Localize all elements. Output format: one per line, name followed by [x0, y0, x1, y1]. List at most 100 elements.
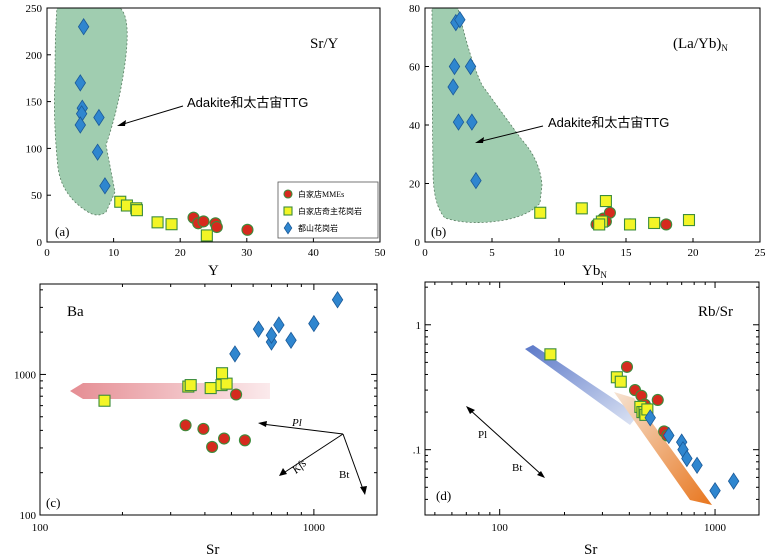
x-tick-label: 20 [175, 247, 187, 259]
y-tick-label: 50 [31, 190, 43, 202]
adakite-ttg-field [431, 7, 543, 223]
panel-title: Ba [67, 304, 84, 320]
dushan-point [454, 10, 466, 29]
y-tick-label: 200 [26, 50, 43, 62]
y-tick-label: 20 [409, 179, 421, 191]
x-tick-label: 25 [755, 247, 767, 259]
mme-point [179, 419, 192, 432]
dushan-point [681, 449, 693, 468]
trend-band-blue [525, 345, 638, 425]
granite-point [575, 202, 588, 215]
marks [98, 291, 344, 453]
dushan-point [74, 116, 87, 134]
panel-label: (b) [431, 224, 446, 239]
plot-frame [424, 281, 760, 516]
mme-point [197, 215, 210, 228]
dushan-point [229, 345, 241, 363]
dushan-point [691, 456, 703, 474]
y-tick-label: 40 [409, 120, 421, 132]
arrowhead [537, 471, 545, 478]
x-axis: 0 10 20 30 40 50 [44, 238, 386, 259]
x-tick-label: 20 [688, 247, 700, 259]
granite-point [599, 195, 612, 208]
mineral-vectors [468, 408, 544, 477]
dushan-point [464, 57, 477, 76]
vector-pl [468, 408, 544, 477]
y-tick-label: 1000 [14, 369, 37, 381]
dushan-point [308, 314, 320, 333]
field-annotation: Adakite和太古宙TTG [187, 95, 308, 110]
y-tick-label: 150 [26, 97, 43, 109]
dushan-point [644, 409, 656, 427]
annotation-arrowhead [117, 120, 126, 126]
mme-point [206, 440, 219, 453]
dushan-point [273, 316, 285, 334]
marks [447, 10, 696, 231]
granite-point [130, 204, 143, 217]
mme-point [210, 220, 223, 234]
x-tick-label: 30 [241, 247, 253, 259]
x-tick-label: 1000 [704, 522, 727, 534]
dushan-point [93, 108, 105, 127]
mme-point [218, 432, 231, 445]
x-tick-label: 100 [491, 522, 508, 534]
x-tick-label: 0 [422, 247, 428, 259]
panel-title: Rb/Sr [698, 304, 733, 320]
granite-point [215, 367, 229, 380]
x-axis: 100 1000 [434, 282, 727, 534]
vector-kfs [281, 433, 344, 475]
title-subscript: N [721, 43, 728, 53]
granite-point [648, 216, 661, 230]
x-axis-label: Sr [206, 542, 219, 558]
xlabel-subscript: N [600, 270, 607, 280]
panel-title: (La/Yb)N [673, 36, 728, 53]
dushan-point [331, 291, 344, 309]
y-tick-label: 0 [415, 237, 421, 249]
dushan-point [74, 74, 87, 92]
mineral-vectors [261, 423, 365, 493]
granite-point [200, 229, 213, 242]
legend-marker [283, 221, 293, 235]
legend-marker [283, 189, 293, 199]
granite-point [98, 394, 111, 407]
x-tick-label: 0 [44, 247, 50, 259]
dushan-point [470, 171, 482, 190]
granite-point [593, 218, 606, 231]
vector-label-kfs: Kfs [289, 457, 309, 476]
panel-d: 100 1000 .1 1 Rb/Sr (d) Sr Pl Bt [413, 281, 760, 558]
x-tick-label: 50 [375, 247, 387, 259]
panel-title: Sr/Y [310, 36, 339, 52]
dushan-point [709, 481, 721, 500]
vector-label-pl: Pl [478, 429, 487, 441]
x-tick-label: 1000 [303, 522, 326, 534]
x-axis: 100 1000 [32, 284, 326, 534]
panel-label: (d) [436, 488, 451, 503]
x-tick-label: 100 [32, 522, 49, 534]
dushan-point [452, 113, 465, 131]
dushan-point [252, 320, 265, 338]
y-axis: 100 1000 [14, 289, 377, 522]
granite-point [165, 218, 178, 231]
marks [74, 18, 254, 242]
y-axis: .1 1 [413, 286, 759, 516]
x-tick-label: 15 [621, 247, 633, 259]
dushan-point [91, 143, 104, 161]
legend-label: 白家店MMEs [298, 189, 344, 199]
legend-label: 都山花岗岩 [298, 223, 338, 233]
granite-point [544, 348, 557, 361]
vector-bt [342, 433, 365, 493]
mme-point [241, 223, 254, 236]
legend-label: 白家店奇主花岗岩 [298, 206, 362, 216]
dushan-point [447, 78, 459, 96]
panel-label: (c) [46, 495, 60, 510]
mme-point [620, 360, 634, 373]
arrowhead [466, 406, 475, 414]
x-axis-label: Y [208, 263, 219, 279]
mme-point [651, 393, 664, 407]
x-axis-label: Sr [584, 542, 597, 558]
arrowhead [360, 486, 367, 495]
plot-frame [46, 7, 381, 243]
y-tick-label: .1 [413, 445, 421, 457]
dushan-point [285, 331, 297, 349]
